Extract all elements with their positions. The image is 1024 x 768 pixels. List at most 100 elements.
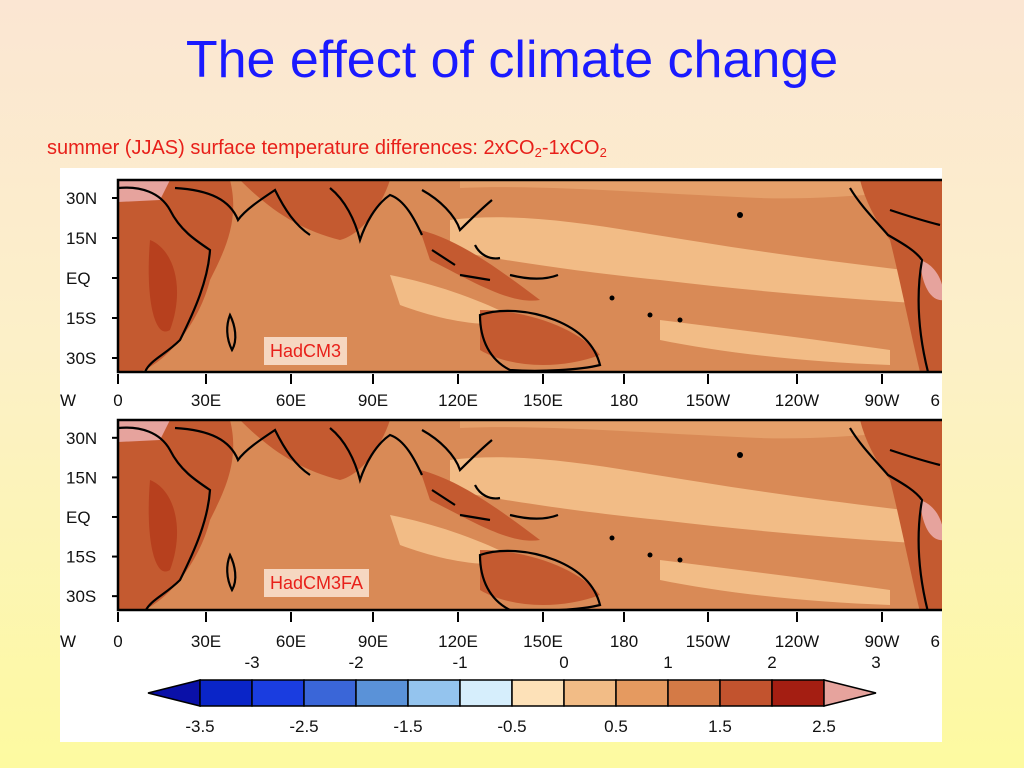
- subtitle-sub-2: 2: [599, 145, 607, 160]
- latitude-label: 15S: [66, 548, 96, 567]
- colorbar-segment: [355, 679, 409, 707]
- colorbar-segment: [615, 679, 669, 707]
- field-hot-amazon: [920, 500, 942, 541]
- colorbar-lower-label: 2.5: [812, 717, 836, 736]
- caribbean-coast: [889, 208, 941, 227]
- subtitle-sub-1: 2: [534, 145, 542, 160]
- longitude-label: 0: [113, 391, 122, 410]
- arabia-coast: [174, 426, 311, 476]
- field-warm-australia: [480, 550, 600, 606]
- americas-coast: [849, 427, 929, 610]
- africa-coast: [118, 186, 212, 372]
- subtitle-text: summer (JJAS) surface temperature differ…: [47, 137, 535, 159]
- map-label-hadcm3fa: HadCM3FA: [264, 569, 370, 597]
- map-hadcm3: 30N 15N EQ 15S 30S W 0 30E 60E 90E 120E 150E 180 150W…: [60, 178, 942, 410]
- longitude-label: 90E: [358, 632, 388, 651]
- india-coast: [329, 427, 423, 484]
- island-hawaii: [737, 212, 743, 218]
- field-warm-africa: [118, 180, 234, 372]
- field-warm-africa: [118, 420, 234, 610]
- colorbar-segment: [199, 679, 253, 707]
- field-warm-australia: [480, 310, 600, 366]
- longitude-label: W: [60, 391, 76, 410]
- madagascar-coast: [226, 552, 237, 593]
- latitude-label: 15N: [66, 468, 97, 487]
- colorbar-high-triangle: [823, 679, 877, 707]
- field-warm-americas: [860, 420, 942, 610]
- map-label-hadcm3: HadCM3: [264, 337, 348, 365]
- latitude-label: EQ: [66, 508, 91, 527]
- field-warm-americas: [860, 180, 942, 372]
- island-pacific: [609, 535, 615, 541]
- australia-coast: [478, 309, 602, 372]
- slide-subtitle: summer (JJAS) surface temperature differ…: [47, 137, 607, 160]
- longitude-label: 60E: [276, 391, 306, 410]
- colorbar-segment: [563, 679, 617, 707]
- colorbar-upper-label: 0: [559, 653, 568, 672]
- indonesia-coast: [431, 484, 559, 522]
- map-frame: [116, 418, 942, 612]
- caribbean-coast: [889, 448, 941, 467]
- arabia-coast: [174, 186, 311, 236]
- colorbar-upper-label: -3: [244, 653, 259, 672]
- island-pacific: [609, 295, 615, 301]
- colorbar: -3 -2 -1 0 1 2 3 -3.5 -2.5 -1.5 -0.5 0.5 1.5 2.5: [147, 653, 881, 736]
- island-pacific: [677, 557, 683, 563]
- longitude-label: 90E: [358, 391, 388, 410]
- temperature-field: [118, 420, 942, 610]
- longitude-label: 0: [113, 632, 122, 651]
- seasia-coast: [421, 429, 493, 473]
- colorbar-segment: [303, 679, 357, 707]
- india-coast: [329, 187, 423, 244]
- map-hadcm3fa: 30N 15N EQ 15S 30S W 0 30E 60E 90E 120E 150E 180 150W…: [60, 418, 942, 651]
- colorbar-upper-label: -2: [348, 653, 363, 672]
- latitude-label: 30N: [66, 189, 97, 208]
- field-cool-south: [660, 320, 890, 365]
- longitude-label: 6: [931, 391, 940, 410]
- colorbar-low-triangle: [147, 679, 201, 707]
- coastlines: [118, 426, 941, 610]
- colorbar-upper-label: 2: [767, 653, 776, 672]
- longitude-label: 150W: [686, 391, 730, 410]
- colorbar-segment: [511, 679, 565, 707]
- colorbar-lower-label: -0.5: [497, 717, 526, 736]
- field-cool-south: [660, 560, 890, 605]
- longitude-label: 180: [610, 632, 638, 651]
- seasia-coast: [421, 189, 493, 233]
- longitude-label: 90W: [865, 632, 900, 651]
- colorbar-segment: [667, 679, 721, 707]
- field-cool-pacific: [450, 457, 942, 545]
- field-north-band: [460, 180, 942, 199]
- longitude-label: 60E: [276, 632, 306, 651]
- temperature-field: [118, 180, 942, 372]
- latitude-label: 15S: [66, 309, 96, 328]
- madagascar-coast: [226, 312, 237, 353]
- field-warm-indonesia: [420, 470, 540, 541]
- colorbar-segment: [407, 679, 461, 707]
- map-frame: [116, 178, 942, 374]
- colorbar-segment: [251, 679, 305, 707]
- field-hot-africa: [148, 480, 178, 572]
- americas-coast: [849, 187, 930, 372]
- slide-title: The effect of climate change: [185, 31, 839, 89]
- subtitle-mid: -1xCO: [541, 137, 600, 159]
- longitude-label: 30E: [191, 391, 221, 410]
- colorbar-segment: [771, 679, 825, 707]
- longitude-label: 30E: [191, 632, 221, 651]
- longitude-label: 6: [931, 632, 940, 651]
- figure-svg: 30N 15N EQ 15S 30S W 0 30E 60E 90E 120E 150E 180 150W…: [60, 178, 942, 736]
- longitude-label: W: [60, 632, 76, 651]
- colorbar-lower-label: 0.5: [604, 717, 628, 736]
- field-north-band: [460, 420, 942, 439]
- latitude-label: 30S: [66, 349, 96, 368]
- australia-coast: [478, 549, 602, 610]
- colorbar-lower-label: -1.5: [393, 717, 422, 736]
- island-pacific: [647, 552, 653, 558]
- longitude-label: 150E: [523, 391, 563, 410]
- colorbar-upper-label: 3: [871, 653, 880, 672]
- figure-panel: 30N 15N EQ 15S 30S W 0 30E 60E 90E 120E 150E 180 150W…: [60, 168, 942, 742]
- longitude-label: 150E: [523, 632, 563, 651]
- coastlines: [118, 186, 941, 372]
- indonesia-coast: [431, 244, 559, 282]
- field-cool-pacific: [450, 217, 942, 305]
